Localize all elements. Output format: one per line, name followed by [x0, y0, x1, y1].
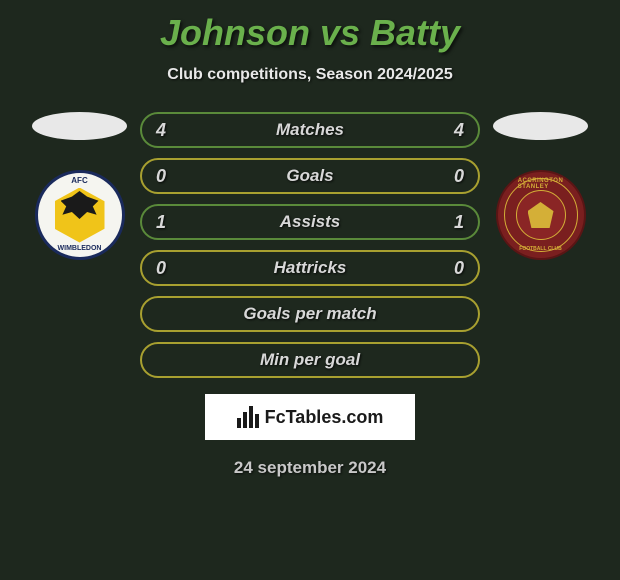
- stat-val-left: 4: [156, 120, 166, 141]
- stat-val-left: 1: [156, 212, 166, 233]
- badge-right-bottom-text: FOOTBALL CLUB: [519, 246, 561, 252]
- badge-left-top-text: AFC: [71, 176, 87, 185]
- stat-row-hattricks: 0 Hattricks 0: [140, 250, 480, 286]
- comparison-title: Johnson vs Batty: [0, 0, 620, 54]
- stats-column: 4 Matches 4 0 Goals 0 1 Assists 1 0 Hatt…: [140, 112, 480, 440]
- stat-row-assists: 1 Assists 1: [140, 204, 480, 240]
- stat-val-right: 0: [454, 258, 464, 279]
- stat-val-right: 1: [454, 212, 464, 233]
- fctables-icon: [237, 406, 259, 428]
- badge-left-bottom-text: WIMBLEDON: [58, 245, 102, 252]
- stat-label: Goals per match: [243, 304, 376, 324]
- stat-label: Matches: [276, 120, 344, 140]
- stat-label: Min per goal: [260, 350, 360, 370]
- stat-val-right: 4: [454, 120, 464, 141]
- badge-right-top-text: ACCRINGTON STANLEY: [518, 178, 564, 190]
- stat-label: Hattricks: [274, 258, 347, 278]
- stat-val-right: 0: [454, 166, 464, 187]
- stat-label: Goals: [286, 166, 333, 186]
- right-column: ACCRINGTON STANLEY FOOTBALL CLUB: [488, 112, 593, 260]
- stat-row-goals: 0 Goals 0: [140, 158, 480, 194]
- team-badge-left: AFC WIMBLEDON: [35, 170, 125, 260]
- stat-row-gpm: Goals per match: [140, 296, 480, 332]
- stat-val-left: 0: [156, 166, 166, 187]
- stat-val-left: 0: [156, 258, 166, 279]
- date-text: 24 september 2024: [0, 458, 620, 478]
- stat-row-matches: 4 Matches 4: [140, 112, 480, 148]
- stat-label: Assists: [280, 212, 340, 232]
- player-ellipse-left: [32, 112, 127, 140]
- fctables-watermark: FcTables.com: [205, 394, 415, 440]
- player-ellipse-right: [493, 112, 588, 140]
- team-badge-right: ACCRINGTON STANLEY FOOTBALL CLUB: [496, 170, 586, 260]
- content-area: AFC WIMBLEDON 4 Matches 4 0 Goals 0 1 As…: [0, 112, 620, 440]
- left-column: AFC WIMBLEDON: [27, 112, 132, 260]
- stat-row-mpg: Min per goal: [140, 342, 480, 378]
- fctables-text: FcTables.com: [265, 407, 384, 428]
- comparison-subtitle: Club competitions, Season 2024/2025: [0, 66, 620, 84]
